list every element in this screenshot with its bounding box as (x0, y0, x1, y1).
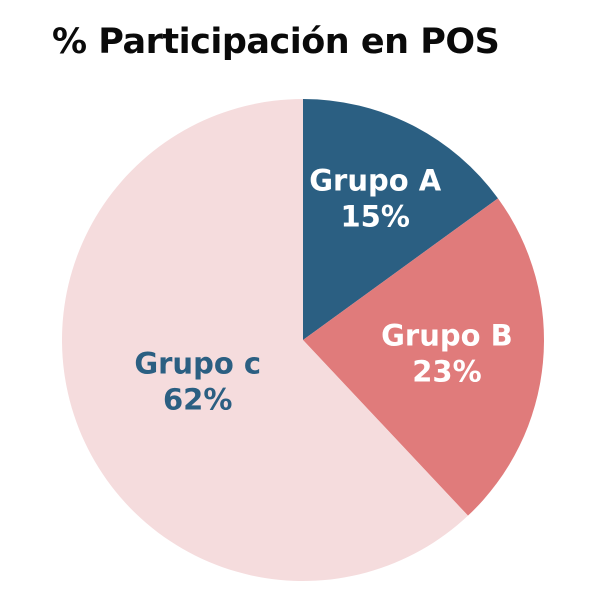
slice-value-label: 62% (163, 383, 232, 417)
slice-label: Grupo B (381, 319, 513, 353)
pie-slice-grupo-a (303, 99, 498, 340)
chart-title: % Participación en POS (52, 22, 500, 62)
pie-slice-grupo-b (303, 198, 545, 516)
slice-label: Grupo c (134, 347, 261, 381)
pie-slice-grupo-c (62, 99, 468, 581)
slice-value-label: 23% (412, 355, 481, 389)
slice-label: Grupo A (309, 163, 442, 197)
slice-value-label: 15% (341, 199, 410, 233)
